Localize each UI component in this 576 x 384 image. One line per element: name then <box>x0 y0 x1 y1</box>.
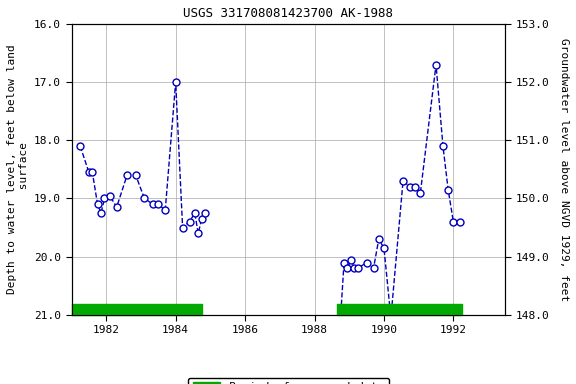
Y-axis label: Depth to water level, feet below land
 surface: Depth to water level, feet below land su… <box>7 45 29 294</box>
Title: USGS 331708081423700 AK-1988: USGS 331708081423700 AK-1988 <box>184 7 393 20</box>
Legend: Period of approved data: Period of approved data <box>188 377 389 384</box>
Y-axis label: Groundwater level above NGVD 1929, feet: Groundwater level above NGVD 1929, feet <box>559 38 569 301</box>
